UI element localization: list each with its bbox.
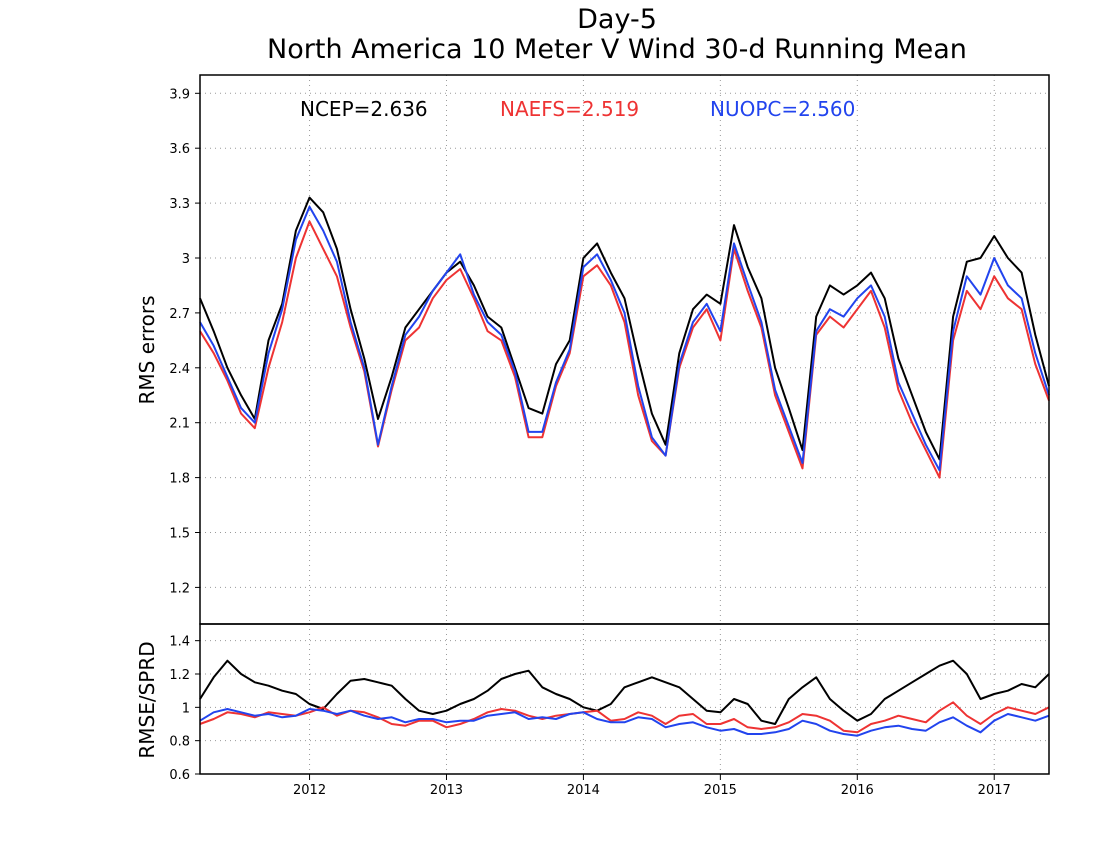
bottom-panel-frame — [199, 623, 1050, 775]
bottom-series-ncep — [199, 659, 1050, 725]
top-ytick-label: 2.4 — [169, 362, 190, 377]
xtick-label: 2017 — [978, 783, 1011, 798]
top-ytick-label: 3.3 — [169, 197, 190, 212]
chart-title-line1: Day-5 — [577, 4, 657, 35]
bottom-y-axis-ticks: 0.6 0.8 1 1.2 1.4 — [169, 635, 200, 783]
top-series-naefs — [199, 220, 1050, 479]
xtick-label: 2015 — [704, 783, 737, 798]
top-ytick-label: 2.7 — [169, 307, 190, 322]
top-series-ncep — [199, 196, 1050, 461]
top-panel-frame — [199, 74, 1050, 625]
bottom-ytick-label: 0.8 — [169, 735, 190, 750]
top-ytick-label: 3.9 — [169, 87, 190, 102]
top-ytick-label: 3 — [182, 252, 190, 267]
xtick-label: 2013 — [430, 783, 463, 798]
top-y-axis-ticks: 1.2 1.5 1.8 2.1 2.4 2.7 3 3.3 3.6 3.9 — [169, 87, 200, 596]
top-ytick-label: 1.5 — [169, 527, 190, 542]
bottom-ytick-label: 1.4 — [169, 635, 190, 650]
x-axis-ticks: 2012 2013 2014 2015 2016 2017 — [293, 774, 1011, 798]
stat-naefs: NAEFS=2.519 — [500, 97, 639, 121]
top-panel-grid — [200, 75, 1049, 624]
chart-title-line2: North America 10 Meter V Wind 30-d Runni… — [267, 34, 967, 65]
top-y-axis-label: RMS errors — [135, 295, 159, 404]
top-ytick-label: 2.1 — [169, 417, 190, 432]
stat-ncep: NCEP=2.636 — [300, 97, 428, 121]
bottom-panel-series — [199, 659, 1050, 737]
top-ytick-label: 1.8 — [169, 472, 190, 487]
bottom-ytick-label: 1 — [182, 701, 190, 716]
bottom-ytick-label: 0.6 — [169, 768, 190, 783]
top-ytick-label: 3.6 — [169, 142, 190, 157]
xtick-label: 2016 — [841, 783, 874, 798]
top-panel-series — [199, 196, 1050, 479]
bottom-series-naefs — [199, 701, 1050, 734]
bottom-panel-grid — [200, 624, 1049, 774]
xtick-label: 2012 — [293, 783, 326, 798]
stat-nuopc: NUOPC=2.560 — [710, 97, 855, 121]
bottom-y-axis-label: RMSE/SPRD — [135, 641, 159, 758]
xtick-label: 2014 — [567, 783, 600, 798]
bottom-ytick-label: 1.2 — [169, 668, 190, 683]
top-series-nuopc — [199, 205, 1050, 472]
bottom-series-nuopc — [199, 708, 1050, 737]
top-ytick-label: 1.2 — [169, 581, 190, 596]
